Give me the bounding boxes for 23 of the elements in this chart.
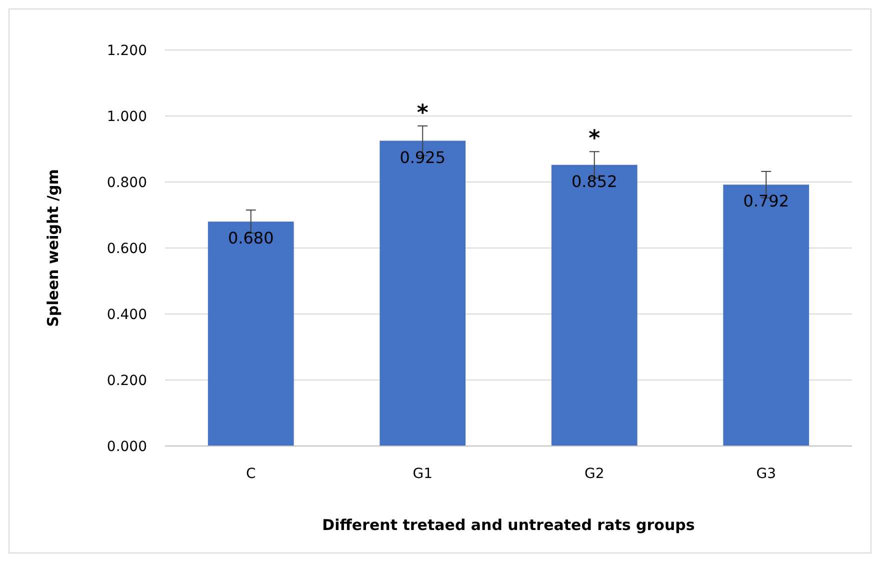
y-tick-label: 1.000 bbox=[106, 108, 147, 125]
data-label: 0.852 bbox=[571, 172, 618, 191]
bar bbox=[723, 184, 810, 446]
x-tick-label: G1 bbox=[412, 466, 433, 482]
x-tick-label: C bbox=[246, 466, 256, 482]
bar bbox=[551, 164, 638, 446]
y-axis-title: Spleen weight /gm bbox=[44, 169, 62, 327]
bar bbox=[380, 140, 466, 446]
y-tick-label: 0.800 bbox=[106, 174, 147, 191]
bar bbox=[208, 222, 294, 446]
y-tick-label: 0.000 bbox=[106, 438, 147, 455]
data-label: 0.792 bbox=[743, 192, 790, 211]
y-tick-label: 0.600 bbox=[106, 240, 147, 257]
data-label: 0.925 bbox=[400, 148, 446, 167]
data-label: 0.680 bbox=[228, 228, 274, 248]
annotation: * bbox=[416, 100, 429, 126]
y-tick-label: 1.200 bbox=[106, 42, 147, 59]
x-tick-label: G3 bbox=[756, 466, 776, 482]
x-axis-title: Different tretaed and untreated rats groups bbox=[322, 516, 695, 534]
y-tick-label: 0.200 bbox=[106, 372, 147, 389]
x-tick-label: G2 bbox=[584, 466, 604, 482]
annotation: * bbox=[588, 126, 601, 152]
y-tick-label: 0.400 bbox=[106, 306, 147, 323]
